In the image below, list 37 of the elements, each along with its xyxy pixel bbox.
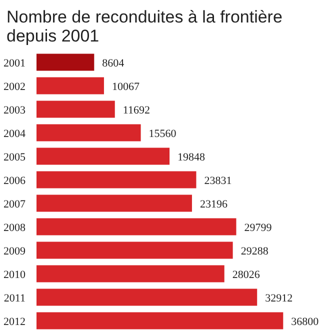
data-label: 28026	[232, 268, 260, 281]
y-tick-label: 2004	[4, 128, 26, 140]
y-tick-label: 2005	[4, 151, 26, 164]
y-tick-label: 2002	[4, 80, 26, 93]
bar	[36, 194, 192, 212]
bar	[36, 124, 141, 142]
bar	[36, 100, 115, 118]
bar	[36, 77, 104, 94]
bar	[36, 171, 196, 188]
data-label: 29288	[240, 245, 269, 258]
data-label: 8604	[102, 57, 125, 70]
data-label: 36800	[291, 316, 320, 328]
y-tick-label: 2008	[4, 222, 26, 234]
y-tick-label: 2007	[4, 198, 26, 210]
bar	[36, 242, 233, 259]
y-tick-label: 2012	[4, 316, 26, 328]
data-label: 29799	[244, 222, 272, 234]
y-tick-label: 2009	[4, 245, 26, 258]
bar	[36, 312, 284, 330]
data-label: 23831	[204, 174, 232, 187]
bar	[36, 54, 94, 71]
y-tick-label: 2010	[4, 268, 26, 281]
y-tick-label: 2006	[4, 174, 26, 187]
y-tick-label: 2011	[4, 292, 26, 304]
bar	[36, 288, 258, 306]
data-label: 32912	[265, 292, 293, 304]
data-label: 19848	[178, 151, 206, 164]
chart-title: Nombre de reconduites à la frontière depuis 2001	[6, 8, 282, 46]
data-label: 11692	[122, 104, 150, 116]
y-tick-label: 2003	[4, 104, 26, 116]
data-label: 15560	[148, 128, 177, 140]
bar	[36, 265, 224, 282]
bar	[36, 148, 170, 165]
data-label: 10067	[112, 80, 140, 93]
bar	[36, 218, 236, 236]
data-label: 23196	[200, 198, 228, 210]
y-tick-label: 2001	[4, 57, 26, 70]
